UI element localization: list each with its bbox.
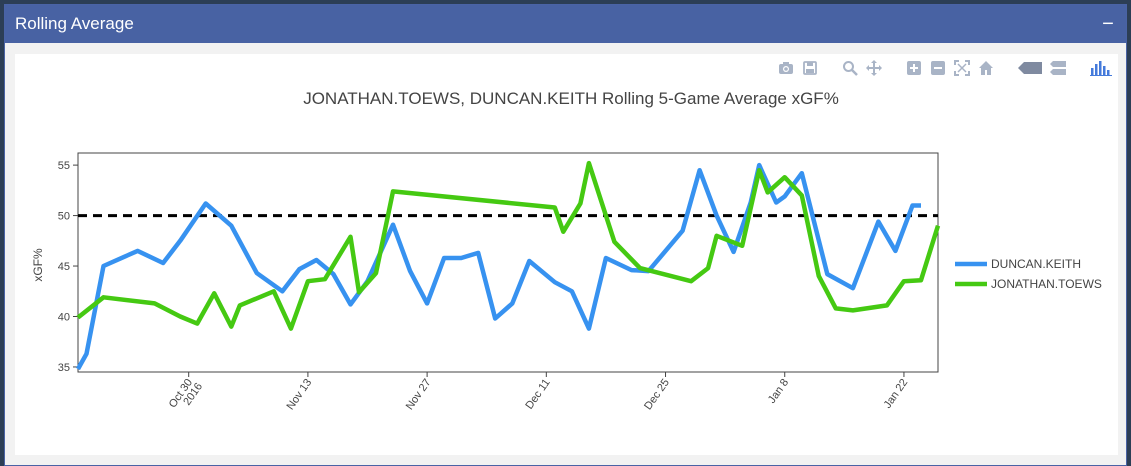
- x-tick-label: Nov 13: [285, 377, 315, 412]
- plot-area-frame: [77, 152, 939, 373]
- x-tick-label: Dec 25: [642, 377, 672, 412]
- plotly-logo-icon[interactable]: [1090, 60, 1112, 76]
- legend-label[interactable]: DUNCAN.KEITH: [991, 257, 1081, 271]
- save-icon[interactable]: [802, 60, 818, 76]
- xgf-rolling-chart: JONATHAN.TOEWS, DUNCAN.KEITH Rolling 5-G…: [31, 89, 1102, 412]
- zoom-in-icon[interactable]: [906, 60, 922, 76]
- pan-icon[interactable]: [866, 60, 882, 76]
- y-axis-label: xGF%: [31, 248, 45, 282]
- y-tick-label: 55: [58, 160, 70, 172]
- legend-label[interactable]: JONATHAN.TOEWS: [991, 277, 1102, 291]
- legend: DUNCAN.KEITH JONATHAN.TOEWS: [955, 257, 1102, 291]
- zoom-out-icon[interactable]: [930, 60, 946, 76]
- y-tick-label: 45: [58, 261, 70, 273]
- series-line-duncan-keith[interactable]: [76, 162, 921, 371]
- autoscale-icon[interactable]: [954, 60, 970, 76]
- panel-title: Rolling Average: [15, 14, 134, 33]
- zoom-icon[interactable]: [842, 60, 858, 76]
- plot-card: JONATHAN.TOEWS, DUNCAN.KEITH Rolling 5-G…: [15, 54, 1118, 455]
- x-tick-label: Jan 8: [766, 377, 791, 406]
- camera-icon[interactable]: [778, 60, 794, 76]
- chart-title: JONATHAN.TOEWS, DUNCAN.KEITH Rolling 5-G…: [303, 89, 839, 108]
- y-axis-ticks: 35 40 45 50 55: [58, 160, 78, 374]
- x-tick-label: Nov 27: [404, 377, 434, 412]
- collapse-button[interactable]: −: [1102, 13, 1114, 35]
- x-tick-label: Jan 22: [882, 377, 911, 411]
- series-line-jonathan-toews[interactable]: [76, 160, 941, 331]
- rolling-average-panel: Rolling Average −: [4, 4, 1127, 466]
- x-tick-label: Dec 11: [523, 377, 552, 412]
- series-lines: [76, 160, 941, 371]
- panel-header: Rolling Average −: [5, 5, 1126, 43]
- hover-closest-icon[interactable]: [1018, 60, 1042, 76]
- hover-compare-icon[interactable]: [1050, 60, 1066, 76]
- y-tick-label: 50: [58, 211, 70, 223]
- y-tick-label: 40: [58, 311, 70, 323]
- modebar: [778, 60, 1112, 76]
- reset-axes-icon[interactable]: [978, 60, 994, 76]
- y-tick-label: 35: [58, 362, 70, 374]
